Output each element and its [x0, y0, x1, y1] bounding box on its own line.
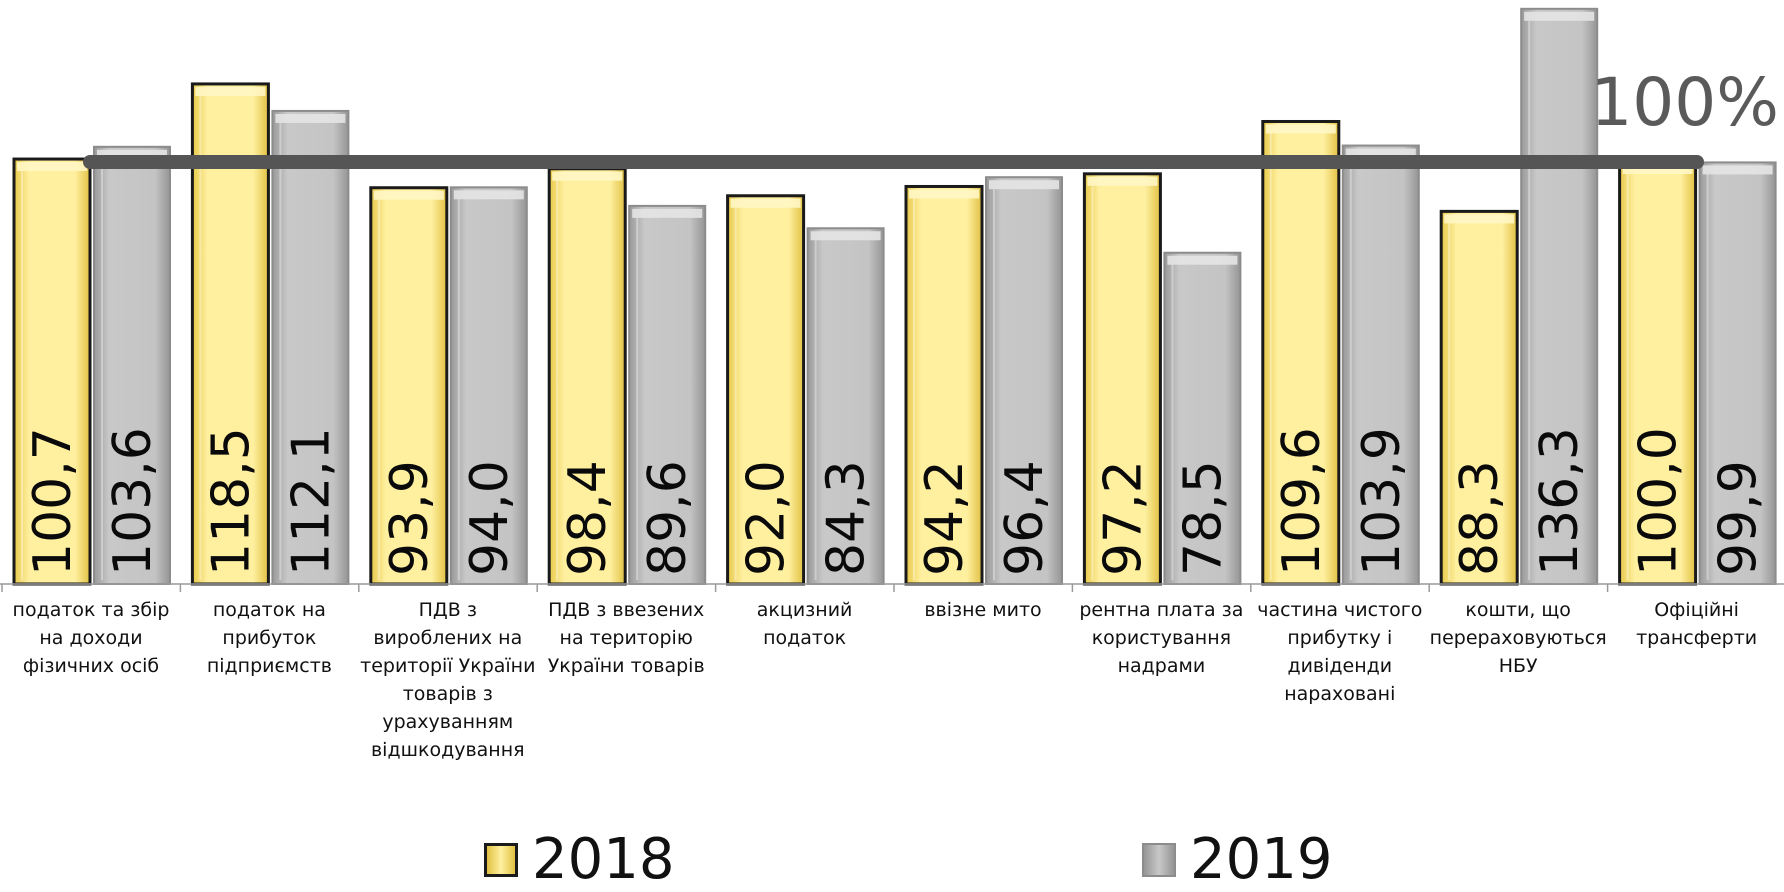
- bar-2019-9: [1698, 161, 1777, 585]
- value-label-2019-3: 89,6: [638, 460, 698, 576]
- bar-bevel: [1167, 255, 1238, 265]
- bar-2019-8: [1520, 7, 1599, 585]
- value-label-2018-8: 88,3: [1450, 460, 1510, 576]
- value-label-2019-7: 103,9: [1352, 427, 1412, 576]
- bar-bevel: [1345, 148, 1416, 158]
- legend-item-2018: 2018: [484, 832, 675, 888]
- value-label-2019-1: 112,1: [281, 427, 341, 576]
- bar-bevel: [97, 149, 167, 159]
- value-label-2018-2: 93,9: [380, 460, 440, 576]
- x-category-label-6: рентна плата за користування надрами: [1079, 599, 1244, 677]
- value-label-2019-0: 103,6: [103, 427, 163, 576]
- bar-body: [1261, 119, 1341, 586]
- x-category-label-0: податок та збір на доходи фізичних осіб: [12, 599, 170, 677]
- bar-bevel: [909, 189, 979, 199]
- x-category-label-5: ввізне мито: [924, 599, 1042, 621]
- bar-bevel: [1087, 176, 1158, 186]
- legend-label-2018: 2018: [532, 827, 675, 892]
- value-label-2018-0: 100,7: [23, 427, 83, 576]
- bar-body: [985, 176, 1063, 586]
- bar-2019-3: [628, 204, 707, 585]
- bar-bevel: [810, 231, 881, 241]
- bar-body: [93, 145, 171, 585]
- bar-bevel: [1265, 124, 1336, 134]
- bar-bevel: [373, 190, 444, 200]
- bar-2018-7: [1261, 119, 1341, 586]
- bar-body: [547, 167, 627, 586]
- value-label-2018-7: 109,6: [1272, 427, 1332, 576]
- bar-bevel: [552, 171, 623, 181]
- bar-2018-8: [1439, 209, 1519, 586]
- value-label-2019-9: 99,9: [1709, 460, 1769, 576]
- bar-body: [904, 184, 984, 586]
- bar-bevel: [1702, 165, 1773, 175]
- bar-2019-5: [985, 176, 1063, 586]
- value-label-2018-5: 94,2: [915, 460, 975, 576]
- value-label-2018-4: 92,0: [737, 460, 797, 576]
- bar-body: [12, 157, 92, 586]
- bar-body: [1618, 160, 1698, 586]
- x-category-label-1: податок на прибуток підприємств: [206, 599, 332, 677]
- bar-bevel: [1622, 165, 1693, 174]
- x-category-label-3: ПДВ з ввезених на територію України това…: [547, 599, 705, 677]
- bar-bevel: [1444, 214, 1515, 224]
- bar-2018-3: [547, 167, 627, 586]
- legend-swatch-2018: [484, 843, 518, 877]
- bar-bevel: [17, 162, 87, 172]
- x-category-label-4: акцизний податок: [756, 599, 853, 649]
- x-category-label-7: частина чистого прибутку і дивіденди нар…: [1257, 599, 1423, 705]
- bar-body: [369, 186, 449, 586]
- legend-item-2019: 2019: [1142, 832, 1333, 888]
- bar-body: [449, 186, 528, 585]
- value-label-2019-6: 78,5: [1173, 460, 1233, 576]
- bar-2018-4: [726, 194, 806, 586]
- bar-bevel: [453, 190, 524, 200]
- reference-line-label: 100%: [1590, 64, 1779, 141]
- bar-body: [1439, 209, 1519, 586]
- bar-bevel: [1524, 11, 1595, 21]
- value-label-2018-6: 97,2: [1093, 460, 1153, 576]
- x-category-label-8: кошти, що перераховуються НБУ: [1429, 599, 1607, 677]
- bar-body: [726, 194, 806, 586]
- bar-2019-0: [93, 145, 171, 585]
- value-label-2018-1: 118,5: [201, 427, 261, 576]
- bar-bevel: [275, 113, 346, 123]
- bar-2018-6: [1082, 172, 1162, 586]
- bar-2019-1: [271, 109, 350, 586]
- value-label-2019-2: 94,0: [460, 460, 520, 576]
- bar-body: [628, 204, 707, 585]
- value-label-2018-9: 100,0: [1629, 427, 1689, 576]
- x-category-label-9: Офіційні трансферти: [1636, 599, 1758, 649]
- bar-2018-9: [1618, 160, 1698, 586]
- value-label-2019-5: 96,4: [995, 460, 1055, 576]
- legend-label-2019: 2019: [1190, 827, 1333, 892]
- x-category-label-2: ПДВ з вироблених на території України то…: [360, 599, 536, 761]
- bar-2019-2: [449, 186, 528, 585]
- bar-bevel: [730, 198, 801, 208]
- legend-swatch-2019: [1142, 843, 1176, 877]
- bar-body: [1520, 7, 1599, 585]
- bar-body: [1082, 172, 1162, 586]
- value-label-2018-3: 98,4: [558, 460, 618, 576]
- value-label-2019-8: 136,3: [1530, 427, 1590, 576]
- bar-2018-0: [12, 157, 92, 586]
- bar-bevel: [989, 180, 1059, 190]
- bar-bevel: [195, 86, 266, 96]
- bar-bevel: [632, 208, 703, 218]
- bar-body: [271, 109, 350, 586]
- bar-2018-5: [904, 184, 984, 586]
- value-label-2019-4: 84,3: [817, 460, 877, 576]
- bar-2018-2: [369, 186, 449, 586]
